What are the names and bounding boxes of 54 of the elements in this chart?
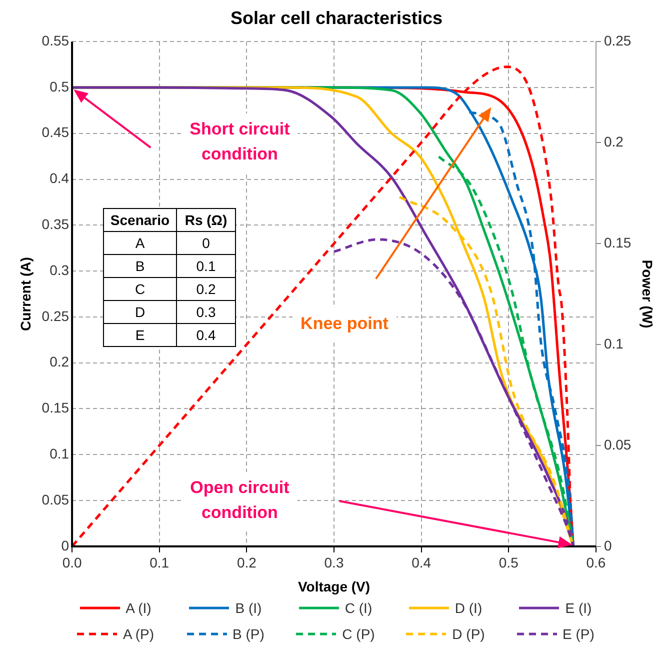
x-axis-title: Voltage (V) bbox=[298, 578, 370, 594]
y2-tick-label: 0 bbox=[604, 537, 612, 554]
annotation: A bbox=[104, 232, 176, 254]
legend-label: B (I) bbox=[235, 600, 262, 616]
annotation: 0.4 bbox=[176, 324, 236, 346]
legend-label: D (I) bbox=[454, 600, 482, 616]
y-tick-label: 0.25 bbox=[42, 308, 70, 324]
y-tick-label: 0.15 bbox=[42, 400, 70, 416]
legend-label: D (P) bbox=[452, 626, 485, 642]
y-axis-title: Current (A) bbox=[17, 257, 34, 331]
y-tick-label: 0 bbox=[61, 537, 70, 554]
annotation: B bbox=[104, 254, 176, 278]
x-tick-label: 0.3 bbox=[324, 554, 344, 571]
legend-label: E (P) bbox=[562, 626, 594, 642]
y-tick-label: 0.4 bbox=[50, 170, 70, 186]
y2-tick-label: 0.25 bbox=[604, 32, 632, 48]
y2-tick-label: 0.1 bbox=[604, 335, 624, 352]
x-tick-label: 0.2 bbox=[236, 554, 257, 571]
x-tick-label: 0.5 bbox=[498, 554, 519, 571]
annotation: 0 bbox=[176, 232, 236, 254]
y-tick-label: 0.2 bbox=[50, 354, 70, 370]
y-tick-label: 0.1 bbox=[50, 445, 70, 462]
annotation: C bbox=[104, 278, 176, 300]
y-tick-label: 0.3 bbox=[50, 262, 70, 278]
y2-tick-label: 0.2 bbox=[604, 133, 624, 150]
y-tick-label: 0.45 bbox=[42, 124, 70, 140]
chart-title: Solar cell characteristics bbox=[230, 8, 443, 28]
legend-label: A (P) bbox=[122, 626, 154, 642]
annotation: 0.3 bbox=[176, 300, 236, 324]
annotation: Rs (Ω) bbox=[176, 208, 236, 232]
legend-label: B (P) bbox=[232, 626, 264, 642]
annotation: 0.2 bbox=[176, 278, 236, 300]
legend-label: C (P) bbox=[342, 626, 375, 642]
legend-label: C (I) bbox=[344, 600, 372, 616]
annotation: D bbox=[104, 300, 176, 324]
annotation: Short circuit condition bbox=[190, 120, 290, 164]
annotation: Knee point bbox=[300, 314, 389, 333]
y-tick-label: 0.55 bbox=[42, 32, 70, 48]
y2-tick-label: 0.15 bbox=[604, 234, 632, 250]
y-tick-label: 0.5 bbox=[50, 78, 70, 94]
y2-axis-title: Power (W) bbox=[640, 260, 656, 328]
annotation: Open circuit condition bbox=[190, 478, 290, 522]
annotation: Scenario bbox=[104, 208, 176, 232]
y-tick-label: 0.35 bbox=[42, 216, 70, 232]
annotation: E bbox=[104, 324, 176, 346]
annotation: 0.1 bbox=[176, 254, 236, 278]
y2-tick-label: 0.05 bbox=[604, 436, 632, 452]
y-tick-label: 0.05 bbox=[42, 491, 70, 508]
x-tick-label: 0.4 bbox=[412, 554, 432, 571]
x-tick-label: 0.0 bbox=[62, 554, 82, 571]
legend-label: E (I) bbox=[565, 600, 592, 616]
x-tick-label: 0.6 bbox=[586, 554, 606, 571]
legend-label: A (I) bbox=[126, 600, 152, 616]
x-tick-label: 0.1 bbox=[150, 554, 170, 571]
